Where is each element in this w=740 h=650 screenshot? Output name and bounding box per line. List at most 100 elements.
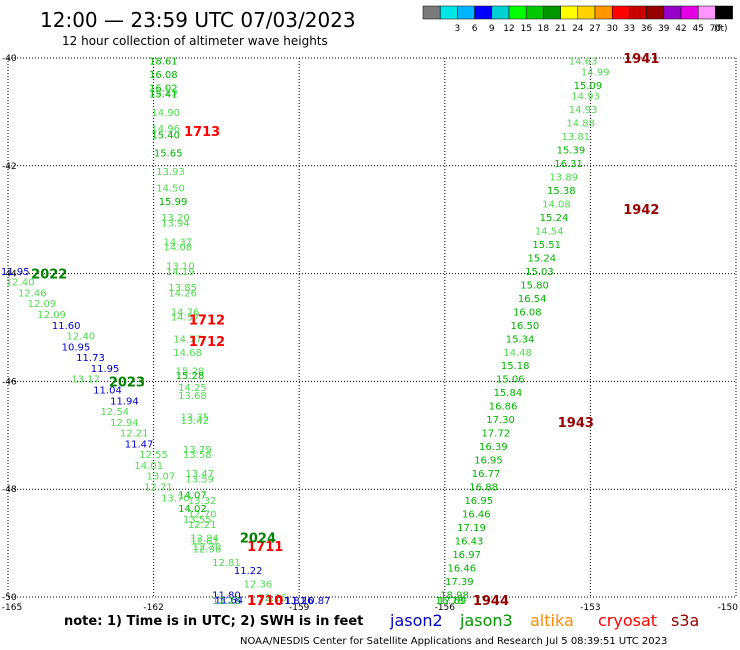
legend-swatch (474, 5, 493, 20)
wave-height-label: 16.50 (511, 321, 540, 332)
wave-height-label: 13.17 (71, 375, 100, 386)
wave-height-label: 18.98 (440, 590, 469, 601)
legend-label: 12 (503, 24, 514, 34)
legend-label: 36 (641, 24, 653, 34)
wave-height-label: 14.25 (178, 383, 207, 394)
wave-height-label: 11.04 (93, 385, 122, 396)
wave-height-label: 14.08 (164, 243, 193, 254)
wave-height-label: 16.43 (455, 536, 484, 547)
wave-height-label: 12.71 (144, 483, 173, 494)
legend-swatch (439, 5, 458, 20)
wave-height-label: 15.40 (151, 131, 180, 142)
wave-height-label: 13.68 (178, 391, 207, 402)
time-label: 1712 (189, 335, 225, 350)
wave-height-label: 12.22 (212, 596, 241, 607)
wave-height-label: 15.41 (149, 90, 178, 101)
time-label: 1942 (623, 203, 659, 218)
wave-height-label: 14.08 (542, 200, 571, 211)
wave-height-label: 15.09 (574, 81, 603, 92)
wave-height-label: 14.63 (569, 57, 598, 68)
wave-height-label: 14.77 (173, 334, 202, 345)
wave-height-label: 13.42 (181, 416, 210, 427)
legend-swatch (646, 5, 665, 20)
wave-height-label: 15.80 (520, 280, 549, 291)
wave-height-label: 12.70 (193, 542, 222, 553)
wave-height-label: 14.96 (151, 124, 180, 135)
wave-height-label: 15.51 (532, 240, 561, 251)
y-tick-label: -46 (2, 377, 17, 387)
chart-grid (7, 57, 737, 598)
wave-height-label: 12.36 (244, 580, 273, 591)
wave-height-label: 15.28 (176, 371, 205, 382)
legend-swatch (577, 5, 596, 20)
wave-height-label: 16.88 (469, 483, 498, 494)
wave-height-label: 17.39 (445, 577, 474, 588)
time-label: 1713 (184, 125, 220, 140)
x-tick-label: -165 (2, 603, 22, 613)
wave-height-label: 16.54 (518, 294, 547, 305)
wave-height-label: 16.46 (462, 509, 491, 520)
wave-height-label: 13.93 (156, 167, 185, 178)
legend-swatch (594, 5, 613, 20)
wave-height-label: 11.47 (125, 439, 154, 450)
wave-height-label: 14.88 (566, 119, 595, 130)
y-tick-label: -48 (2, 485, 17, 495)
time-label: 2024 (240, 532, 276, 547)
wave-height-label: 13.07 (147, 472, 176, 483)
legend-swatch (611, 5, 630, 20)
legend-label: 9 (489, 24, 495, 34)
satellite-legend-item: jason2 (389, 611, 443, 630)
wave-height-label: 13.89 (549, 173, 578, 184)
wave-height-label: 12.70 (188, 509, 217, 520)
wave-height-label: 12.55 (139, 450, 168, 461)
wave-height-label: 15.38 (547, 186, 576, 197)
satellite-legend-item: jason3 (459, 611, 513, 630)
wave-height-label: 11.94 (110, 396, 139, 407)
wave-height-label: 11.60 (52, 321, 81, 332)
wave-height-label: 13.32 (188, 496, 217, 507)
time-label: 1711 (247, 540, 283, 555)
wave-height-label: 16.86 (489, 402, 518, 413)
wave-height-label: 15.24 (528, 253, 557, 264)
time-label: 1710 (247, 594, 283, 609)
wave-height-label: 13.59 (185, 474, 214, 485)
wave-height-label: 14.57 (171, 313, 200, 324)
wave-height-label: 16.02 (149, 84, 178, 95)
wave-height-label: 14.37 (164, 237, 193, 248)
wave-height-label: 16.97 (452, 550, 481, 561)
color-legend: 3 6 9 12 15 18 21 24 27 30 33 36 39 42 45 70 (422, 5, 733, 34)
wave-height-label: 17.19 (457, 523, 486, 534)
wave-height-label: 16.95 (474, 456, 503, 467)
wave-height-label: 17.30 (486, 415, 515, 426)
time-label: 1712 (189, 313, 225, 328)
wave-height-label: 16.31 (554, 159, 583, 170)
legend-swatch (697, 5, 716, 20)
legend-label: 27 (589, 24, 600, 34)
wave-height-label: 14.50 (156, 183, 185, 194)
wave-height-label: 13.58 (183, 450, 212, 461)
legend-swatch (491, 5, 510, 20)
wave-height-label: 17.72 (481, 429, 510, 440)
legend-label: 33 (624, 24, 635, 34)
x-tick-label: -156 (435, 603, 456, 613)
wave-height-label: 16.39 (479, 442, 508, 453)
wave-height-label: 11.80 (212, 590, 241, 601)
legend-unit: (ft) (714, 24, 728, 34)
wave-height-label: 13.85 (168, 283, 197, 294)
wave-height-label: 10.95 (62, 342, 91, 353)
wave-height-label: 17.69 (438, 596, 467, 607)
legend-swatch (543, 5, 561, 20)
wave-height-label: 16.77 (472, 469, 501, 480)
wave-height-label: 12.94 (110, 418, 139, 429)
legend-swatch (560, 5, 579, 20)
wave-height-label: 14.19 (166, 267, 195, 278)
wave-height-label: 12.54 (100, 407, 129, 418)
wave-height-label: 12.96 (193, 544, 222, 555)
satellite-legend: jason2 jason3 altika cryosat s3a (389, 611, 699, 630)
wave-height-label: 14.93 (571, 92, 600, 103)
legend-label: 45 (692, 24, 703, 34)
wave-height-label: 11.64 (215, 596, 244, 607)
wave-height-label: 13.20 (161, 213, 190, 224)
wave-height-label: 16.78 (435, 596, 464, 607)
